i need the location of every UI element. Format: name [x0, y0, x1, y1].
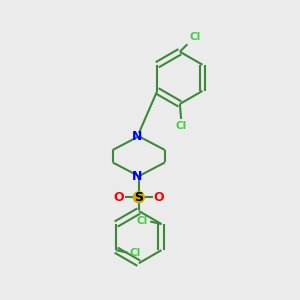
- Circle shape: [133, 192, 144, 203]
- Text: N: N: [132, 130, 143, 143]
- Text: O: O: [114, 191, 124, 204]
- Text: Cl: Cl: [190, 32, 201, 42]
- Text: O: O: [153, 191, 164, 204]
- Text: Cl: Cl: [176, 122, 187, 131]
- Text: N: N: [132, 169, 143, 183]
- Text: S: S: [134, 191, 143, 204]
- Text: Cl: Cl: [130, 248, 141, 258]
- Text: Cl: Cl: [136, 216, 148, 226]
